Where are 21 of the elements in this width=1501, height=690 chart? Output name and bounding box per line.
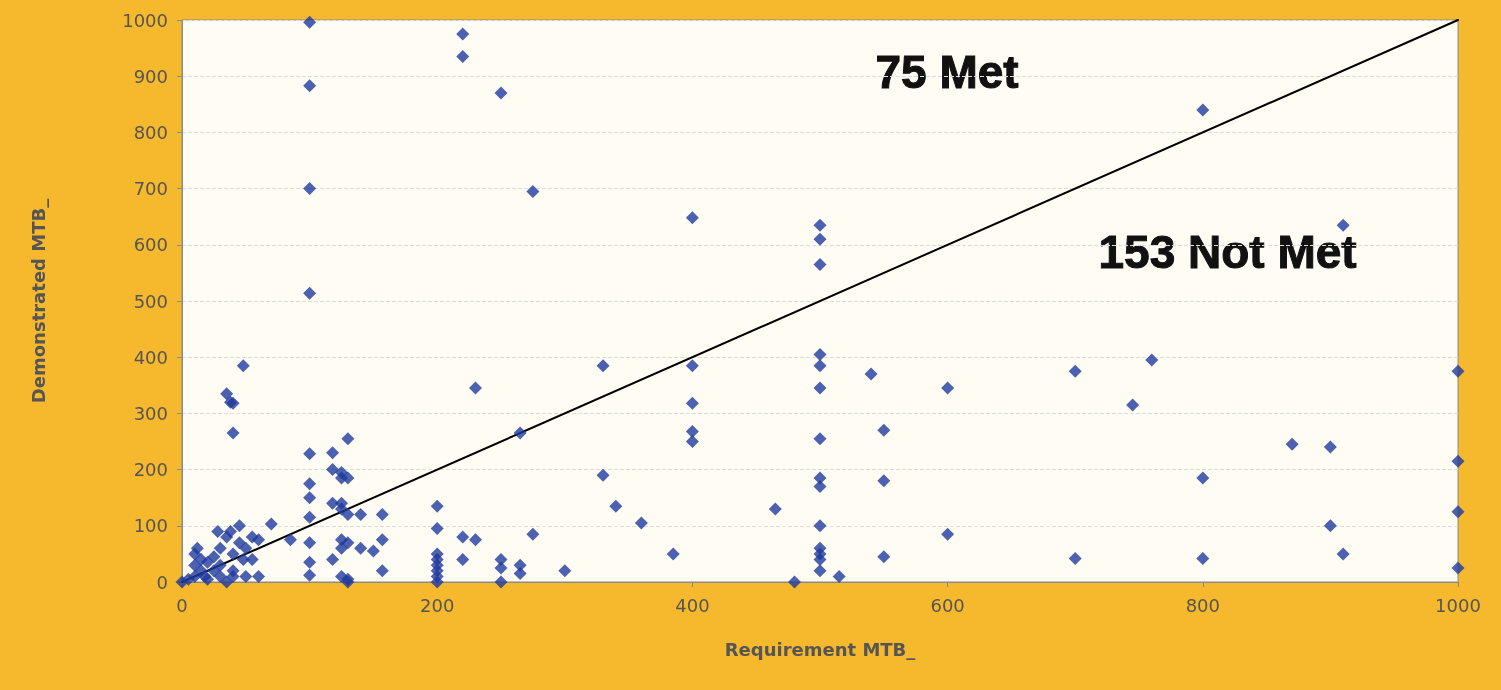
y-tick-label: 0 [156,571,168,593]
x-tick-label: 600 [930,594,965,616]
y-tick-label: 600 [133,234,168,256]
x-axis-title: Requirement MTB_ [724,638,916,660]
y-tick-label: 900 [133,65,168,87]
y-tick-label: 800 [133,121,168,143]
y-tick-label: 400 [133,346,168,368]
y-tick-label: 1000 [122,9,168,31]
y-tick-label: 300 [133,402,168,424]
x-tick-label: 1000 [1435,594,1481,616]
y-tick-label: 500 [133,290,168,312]
y-tick-label: 200 [133,459,168,481]
x-tick-label: 400 [675,594,710,616]
x-tick-label: 200 [420,594,455,616]
y-tick-label: 100 [133,515,168,537]
annotation: 75 Met [875,45,1019,98]
x-tick-label: 0 [176,594,188,616]
y-tick-label: 700 [133,178,168,200]
y-axis-title: Demonstrated MTB_ [27,198,49,404]
annotation: 153 Not Met [1098,225,1357,278]
x-tick-label: 800 [1185,594,1220,616]
